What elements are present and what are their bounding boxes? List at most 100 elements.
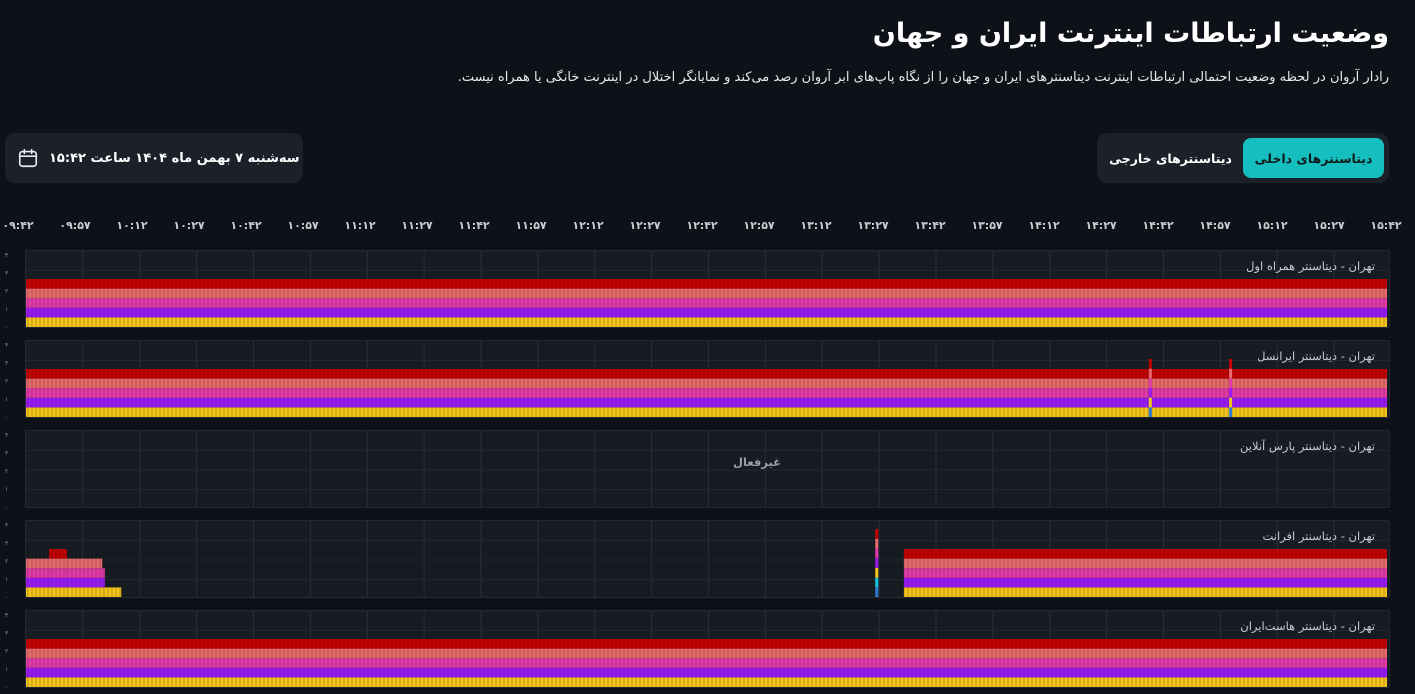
y-axis-tick: ۴: [5, 522, 9, 529]
y-axis-tick: ۳: [5, 360, 9, 367]
time-axis-label: ۱۵:۱۲: [1256, 219, 1288, 232]
time-axis-label: ۱۱:۱۲: [344, 219, 376, 232]
status-spike: [1229, 359, 1233, 369]
status-layer-bar: [26, 407, 1387, 417]
time-axis-label: ۱۳:۲۷: [857, 219, 889, 232]
status-layer-bar: [903, 587, 1387, 597]
status-layer-bar: [903, 577, 1387, 588]
datacenter-panel: تهران - دیتاسنتر همراه اول: [25, 250, 1390, 328]
time-axis-label: ۱۵:۲۷: [1313, 219, 1345, 232]
datacenter-panel: تهران - دیتاسنتر ایرانسل: [25, 340, 1390, 418]
y-axis: ۴ ۳ ۲ ۱ ۰: [5, 340, 15, 421]
status-spike: [1148, 407, 1152, 417]
date-picker-text: سه‌شنبه ۷ بهمن ماه ۱۴۰۴ ساعت ۱۵:۴۲: [49, 150, 300, 166]
page-title: وضعیت ارتباطات اینترنت ایران و جهان: [872, 18, 1389, 49]
status-layer-bar: [26, 317, 1387, 327]
y-axis-tick: ۳: [5, 450, 9, 457]
calendar-icon: [17, 145, 39, 171]
datacenter-panel: تهران - دیتاسنتر افرانت: [25, 520, 1390, 598]
panel-chart: [26, 251, 1389, 327]
status-spike: [1148, 388, 1152, 398]
y-axis-tick: ۴: [5, 432, 9, 439]
status-layer-bar: [903, 549, 1387, 559]
y-axis-tick: ۴: [5, 252, 9, 259]
status-layer-bar: [104, 587, 122, 597]
panel-label: تهران - دیتاسنتر هاست‌ایران: [1240, 619, 1375, 633]
time-axis-label: ۱۰:۲۷: [173, 219, 205, 232]
y-axis-tick: ۱: [5, 306, 9, 313]
datacenter-tab-switch: دیتاسنترهای داخلی دیتاسنترهای خارجی: [1097, 133, 1389, 183]
tab-foreign-datacenters[interactable]: دیتاسنترهای خارجی: [1109, 150, 1232, 166]
status-layer-bar: [66, 558, 103, 569]
y-axis-tick: ۳: [5, 630, 9, 637]
panel-chart: [26, 431, 1389, 507]
time-axis-label: ۱۲:۵۷: [743, 219, 775, 232]
status-layer-bar: [26, 587, 50, 597]
status-spike: [875, 548, 879, 559]
status-layer-bar: [26, 279, 1387, 289]
status-spike: [1229, 407, 1233, 417]
panel-label: تهران - دیتاسنتر ایرانسل: [1257, 349, 1375, 363]
y-axis-tick: ۱: [5, 486, 9, 493]
status-layer-bar: [26, 397, 1387, 408]
status-layer-bar: [26, 667, 1387, 678]
status-layer-bar: [102, 587, 105, 597]
status-layer-bar: [49, 549, 67, 559]
status-layer-bar: [49, 587, 67, 597]
status-layer-bar: [102, 568, 105, 578]
datacenter-panel: تهران - دیتاسنتر هاست‌ایران: [25, 610, 1390, 688]
tab-domestic-datacenters[interactable]: دیتاسنترهای داخلی: [1243, 138, 1384, 178]
y-axis-tick: ۰: [5, 504, 9, 511]
time-axis-label: ۱۱:۴۲: [458, 219, 490, 232]
status-layer-bar: [49, 577, 67, 588]
status-spike: [875, 567, 879, 578]
status-layer-bar: [26, 648, 1387, 659]
status-layer-bar: [26, 288, 1387, 299]
y-axis-tick: ۴: [5, 612, 9, 619]
y-axis: ۴ ۳ ۲ ۱ ۰: [5, 610, 15, 691]
time-axis: ۰۹:۴۲ ۰۹:۵۷ ۱۰:۱۲ ۱۰:۲۷ ۱۰:۴۲ ۱۰:۵۷ ۱۱:۱۲ ۱۱:۲۷…: [0, 219, 1415, 239]
y-axis-tick: ۲: [5, 468, 9, 475]
time-axis-label: ۱۴:۴۲: [1142, 219, 1174, 232]
status-layer-bar: [66, 568, 103, 578]
status-layer-bar: [26, 298, 1387, 308]
status-layer-bar: [26, 378, 1387, 389]
y-axis-tick: ۰: [5, 414, 9, 421]
status-spike: [875, 538, 879, 549]
status-spike: [1229, 397, 1233, 408]
panel-label: تهران - دیتاسنتر پارس آنلاین: [1240, 439, 1375, 453]
time-axis-label: ۱۱:۵۷: [515, 219, 547, 232]
y-axis-tick: ۲: [5, 558, 9, 565]
status-spike: [875, 577, 879, 588]
date-picker[interactable]: سه‌شنبه ۷ بهمن ماه ۱۴۰۴ ساعت ۱۵:۴۲: [5, 133, 303, 183]
status-layer-bar: [903, 568, 1387, 578]
time-axis-label: ۱۲:۴۲: [686, 219, 718, 232]
y-axis-tick: ۲: [5, 648, 9, 655]
time-axis-label: ۱۳:۵۷: [971, 219, 1003, 232]
status-layer-bar: [26, 658, 1387, 668]
time-axis-label: ۱۳:۱۲: [800, 219, 832, 232]
status-spike: [875, 529, 879, 539]
time-axis-label: ۱۳:۴۲: [914, 219, 946, 232]
time-axis-label: ۰۹:۴۲: [2, 219, 34, 232]
status-spike: [1229, 388, 1233, 398]
status-layer-bar: [26, 568, 50, 578]
status-layer-bar: [102, 577, 105, 588]
status-spike: [1229, 368, 1233, 379]
status-spike: [1229, 378, 1233, 388]
status-spike: [1148, 397, 1152, 408]
status-layer-bar: [903, 558, 1387, 569]
y-axis-tick: ۳: [5, 540, 9, 547]
panel-chart: [26, 341, 1389, 417]
time-axis-label: ۱۴:۱۲: [1028, 219, 1060, 232]
time-axis-label: ۱۴:۲۷: [1085, 219, 1117, 232]
panel-label: تهران - دیتاسنتر همراه اول: [1246, 259, 1375, 273]
y-axis-tick: ۰: [5, 594, 9, 601]
status-layer-bar: [26, 577, 50, 588]
status-layer-bar: [49, 558, 67, 569]
y-axis-tick: ۲: [5, 378, 9, 385]
status-layer-bar: [66, 587, 103, 597]
time-axis-label: ۱۲:۲۷: [629, 219, 661, 232]
status-spike: [875, 587, 879, 597]
status-spike: [1148, 359, 1152, 369]
